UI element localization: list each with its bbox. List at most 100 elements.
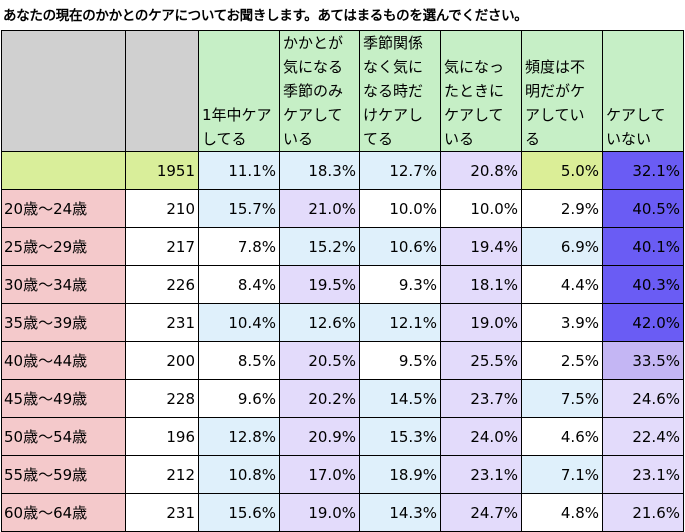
row-label: 55歳～59歳 [1, 455, 126, 494]
page-title: あなたの現在のかかとのケアについてお聞きします。あてはまるものを選んでください。 [3, 8, 528, 24]
table-row: 35歳～39歳 231 10.4% 12.6% 12.1% 19.0% 3.9% 42.0% [1, 303, 684, 342]
row-label: 35歳～39歳 [1, 303, 126, 342]
percent-cell: 22.4% [602, 417, 684, 456]
percent-cell: 10.4% [198, 303, 280, 342]
total-row: 1951 11.1% 18.3% 12.7% 20.8% 5.0% 32.1% [1, 151, 684, 190]
percent-cell: 24.6% [602, 379, 684, 418]
percent-cell: 12.8% [198, 417, 280, 456]
percent-cell: 32.1% [602, 151, 684, 190]
percent-cell: 40.3% [602, 265, 684, 304]
percent-cell: 20.9% [279, 417, 360, 456]
sample-count: 231 [125, 493, 199, 532]
percent-cell: 9.3% [359, 265, 441, 304]
table-row: 45歳～49歳 228 9.6% 20.2% 14.5% 23.7% 7.5% 24.6% [1, 379, 684, 418]
header-when-noticed: 気になったときにケアしている [440, 30, 522, 152]
percent-cell: 12.7% [359, 151, 441, 190]
percent-cell: 8.5% [198, 341, 280, 380]
row-label: 60歳～64歳 [1, 493, 126, 532]
header-blank-label [1, 30, 126, 152]
percent-cell: 23.7% [440, 379, 522, 418]
percent-cell: 12.1% [359, 303, 441, 342]
percent-cell: 15.2% [279, 227, 360, 266]
percent-cell: 11.1% [198, 151, 280, 190]
header-no-care: ケアしていない [602, 30, 684, 152]
sample-count: 226 [125, 265, 199, 304]
percent-cell: 40.1% [602, 227, 684, 266]
percent-cell: 25.5% [440, 341, 522, 380]
table-row: 50歳～54歳 196 12.8% 20.9% 15.3% 24.0% 4.6% 22.4% [1, 417, 684, 456]
header-year-round: 1年中ケアしてる [198, 30, 280, 152]
table-row: 60歳～64歳 231 15.6% 19.0% 14.3% 24.7% 4.8% 21.6% [1, 493, 684, 532]
percent-cell: 12.6% [279, 303, 360, 342]
header-row: 1年中ケアしてる かかとが気になる季節のみケアしている 季節関係なく気になる時だ… [1, 30, 684, 152]
percent-cell: 21.0% [279, 189, 360, 228]
sample-count: 1951 [125, 151, 199, 190]
survey-table: 1年中ケアしてる かかとが気になる季節のみケアしている 季節関係なく気になる時だ… [1, 30, 684, 532]
percent-cell: 23.1% [440, 455, 522, 494]
percent-cell: 10.0% [359, 189, 441, 228]
percent-cell: 33.5% [602, 341, 684, 380]
percent-cell: 14.3% [359, 493, 441, 532]
sample-count: 217 [125, 227, 199, 266]
sample-count: 200 [125, 341, 199, 380]
row-label: 45歳～49歳 [1, 379, 126, 418]
table-row: 25歳～29歳 217 7.8% 15.2% 10.6% 19.4% 6.9% 40.1% [1, 227, 684, 266]
header-seasonal: かかとが気になる季節のみケアしている [279, 30, 360, 152]
table-row: 30歳～34歳 226 8.4% 19.5% 9.3% 18.1% 4.4% 40.3% [1, 265, 684, 304]
percent-cell: 20.2% [279, 379, 360, 418]
percent-cell: 10.8% [198, 455, 280, 494]
percent-cell: 17.0% [279, 455, 360, 494]
sample-count: 231 [125, 303, 199, 342]
sample-count: 196 [125, 417, 199, 456]
percent-cell: 7.5% [521, 379, 603, 418]
percent-cell: 21.6% [602, 493, 684, 532]
percent-cell: 8.4% [198, 265, 280, 304]
percent-cell: 19.0% [279, 493, 360, 532]
row-label [1, 151, 126, 190]
percent-cell: 42.0% [602, 303, 684, 342]
percent-cell: 14.5% [359, 379, 441, 418]
percent-cell: 23.1% [602, 455, 684, 494]
header-blank-count [125, 30, 199, 152]
percent-cell: 15.7% [198, 189, 280, 228]
row-label: 20歳～24歳 [1, 189, 126, 228]
percent-cell: 15.3% [359, 417, 441, 456]
percent-cell: 2.5% [521, 341, 603, 380]
percent-cell: 4.8% [521, 493, 603, 532]
table-row: 20歳～24歳 210 15.7% 21.0% 10.0% 10.0% 2.9% 40.5% [1, 189, 684, 228]
percent-cell: 20.5% [279, 341, 360, 380]
percent-cell: 19.5% [279, 265, 360, 304]
header-unknown-frequency: 頻度は不明だがケアしている [521, 30, 603, 152]
percent-cell: 18.9% [359, 455, 441, 494]
sample-count: 212 [125, 455, 199, 494]
percent-cell: 15.6% [198, 493, 280, 532]
row-label: 40歳～44歳 [1, 341, 126, 380]
percent-cell: 9.6% [198, 379, 280, 418]
percent-cell: 18.1% [440, 265, 522, 304]
percent-cell: 40.5% [602, 189, 684, 228]
table-row: 55歳～59歳 212 10.8% 17.0% 18.9% 23.1% 7.1% 23.1% [1, 455, 684, 494]
percent-cell: 7.8% [198, 227, 280, 266]
percent-cell: 3.9% [521, 303, 603, 342]
percent-cell: 5.0% [521, 151, 603, 190]
row-label: 30歳～34歳 [1, 265, 126, 304]
sample-count: 210 [125, 189, 199, 228]
percent-cell: 19.0% [440, 303, 522, 342]
percent-cell: 10.6% [359, 227, 441, 266]
percent-cell: 2.9% [521, 189, 603, 228]
table-row: 40歳～44歳 200 8.5% 20.5% 9.5% 25.5% 2.5% 33.5% [1, 341, 684, 380]
percent-cell: 9.5% [359, 341, 441, 380]
percent-cell: 4.6% [521, 417, 603, 456]
percent-cell: 19.4% [440, 227, 522, 266]
percent-cell: 6.9% [521, 227, 603, 266]
row-label: 50歳～54歳 [1, 417, 126, 456]
percent-cell: 4.4% [521, 265, 603, 304]
percent-cell: 7.1% [521, 455, 603, 494]
percent-cell: 24.7% [440, 493, 522, 532]
header-when-concerned-anytime: 季節関係なく気になる時だけケアしてる [359, 30, 441, 152]
percent-cell: 18.3% [279, 151, 360, 190]
percent-cell: 10.0% [440, 189, 522, 228]
row-label: 25歳～29歳 [1, 227, 126, 266]
sample-count: 228 [125, 379, 199, 418]
percent-cell: 24.0% [440, 417, 522, 456]
